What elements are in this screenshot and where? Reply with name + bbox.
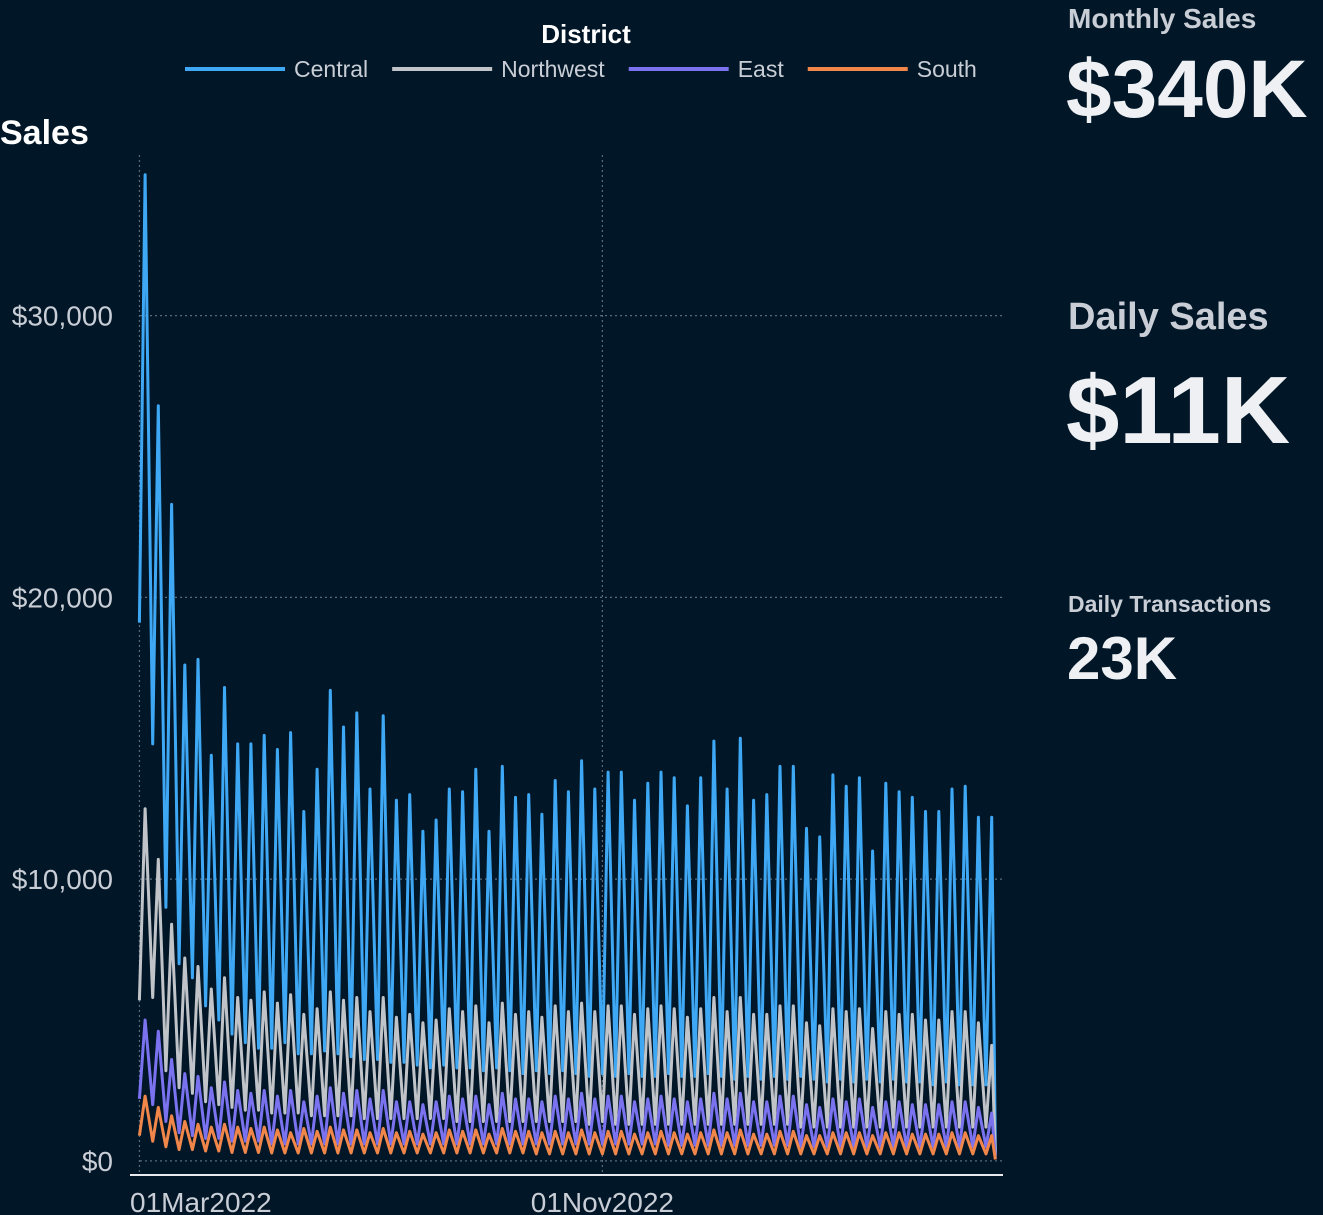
x-tick-label: 01Mar2022: [130, 1187, 272, 1215]
legend-label: South: [917, 56, 977, 82]
series-line: [137, 1094, 997, 1160]
series-line: [137, 1018, 997, 1159]
y-tick-label: $10,000: [12, 864, 113, 895]
legend-label: Northwest: [501, 56, 605, 82]
legend-label: East: [738, 56, 785, 82]
kpi-label: Monthly Sales: [1068, 3, 1256, 34]
kpi-label: Daily Transactions: [1068, 591, 1271, 617]
x-tick-label: 01Nov2022: [531, 1187, 674, 1215]
legend-label: Central: [294, 56, 368, 82]
series-line: [137, 173, 997, 1153]
kpi-value: $11K: [1066, 357, 1290, 464]
y-tick-label: $20,000: [12, 582, 113, 613]
y-tick-label: $30,000: [12, 301, 113, 332]
y-axis-title: Sales: [0, 114, 89, 152]
kpi-value: 23K: [1067, 625, 1177, 692]
series-line: [137, 807, 997, 1156]
kpi-value: $340K: [1066, 44, 1308, 135]
kpi-label: Daily Sales: [1068, 296, 1269, 338]
legend-title: District: [541, 19, 631, 49]
y-tick-label: $0: [82, 1146, 113, 1177]
